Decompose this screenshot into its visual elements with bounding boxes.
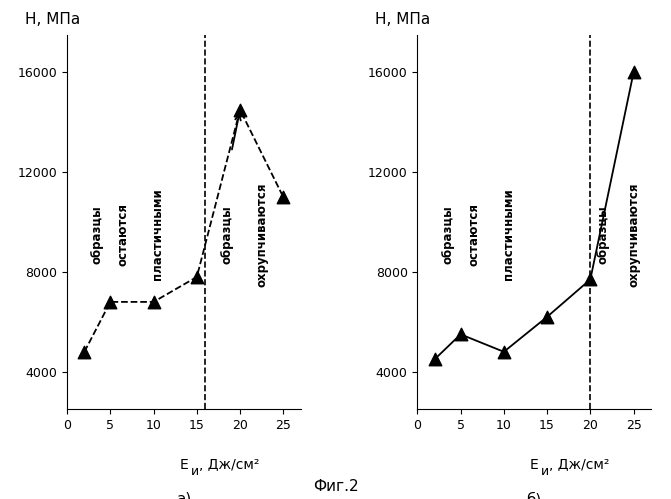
Text: охрупчиваются: охрупчиваются	[627, 182, 640, 287]
Text: Н, МПа: Н, МПа	[375, 12, 431, 27]
Text: Е: Е	[529, 458, 539, 472]
Text: образцы: образцы	[91, 205, 104, 264]
Point	[455, 330, 466, 338]
Point	[585, 275, 596, 283]
Point	[191, 273, 202, 281]
Point	[105, 298, 115, 306]
Point	[235, 106, 246, 114]
Point	[148, 298, 159, 306]
Point	[499, 348, 509, 356]
Text: охрупчиваются: охрупчиваются	[255, 182, 268, 287]
Text: пластичными: пластичными	[152, 189, 164, 280]
Text: а): а)	[176, 492, 191, 499]
Point	[628, 68, 639, 76]
Text: и: и	[541, 465, 550, 479]
Point	[79, 348, 90, 356]
Text: Фиг.2: Фиг.2	[313, 479, 358, 494]
Text: остаются: остаются	[467, 203, 480, 266]
Text: пластичными: пластичными	[502, 189, 515, 280]
Text: Е: Е	[179, 458, 189, 472]
Point	[541, 313, 552, 321]
Text: остаются: остаются	[117, 203, 130, 266]
Text: образцы: образцы	[221, 205, 234, 264]
Point	[278, 193, 289, 201]
Text: образцы: образцы	[441, 205, 454, 264]
Text: Н, МПа: Н, МПа	[25, 12, 81, 27]
Text: , Дж/см²: , Дж/см²	[550, 458, 610, 472]
Text: б): б)	[527, 492, 541, 499]
Text: , Дж/см²: , Дж/см²	[199, 458, 260, 472]
Point	[429, 355, 440, 363]
Text: образцы: образцы	[597, 205, 610, 264]
Text: и: и	[191, 465, 199, 479]
